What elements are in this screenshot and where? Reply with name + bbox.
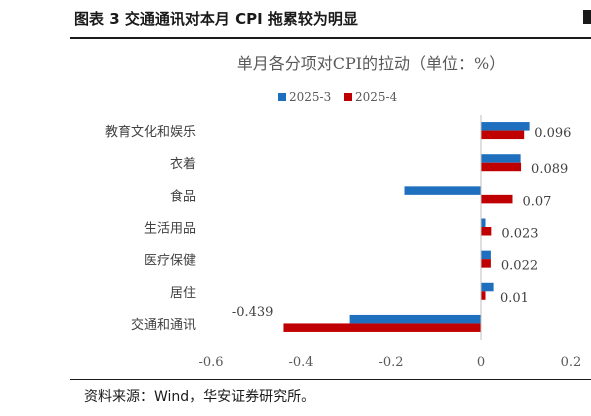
category-label-2: 食品 [170, 188, 196, 204]
legend-swatch-2025-4 [344, 93, 352, 101]
data-label-4: 0.022 [501, 259, 538, 274]
category-label-5: 居住 [170, 286, 196, 301]
legend-label-2025-3: 2025-3 [289, 90, 331, 104]
bar-2025-4-2 [481, 194, 513, 204]
bar-2025-3-2 [404, 186, 481, 195]
bar-marks [283, 122, 530, 332]
bar-2025-4-4 [481, 259, 491, 268]
title-rule [70, 37, 591, 39]
x-tick-4: 0.2 [561, 355, 582, 370]
data-label-1: 0.089 [531, 162, 568, 177]
chart-title: 单月各分项对CPI的拉动（单位：%） [237, 54, 506, 73]
bar-2025-3-3 [481, 218, 486, 227]
bar-2025-3-4 [481, 250, 491, 260]
bar-2025-3-5 [481, 282, 494, 292]
category-label-0: 教育文化和娱乐 [105, 124, 196, 140]
category-label-1: 衣着 [170, 156, 196, 172]
data-labels: 0.096 0.089 0.07 0.023 0.022 0.01 -0.439 [232, 126, 572, 320]
source-note: 资料来源：Wind，华安证券研究所。 [84, 389, 316, 405]
bar-2025-4-6 [283, 323, 481, 332]
data-label-0: 0.096 [534, 126, 571, 141]
category-label-6: 交通和通讯 [131, 317, 196, 333]
x-tick-0: -0.6 [198, 355, 223, 370]
bar-2025-4-5 [481, 291, 486, 300]
category-label-3: 生活用品 [144, 222, 196, 237]
corner-mark [583, 10, 591, 24]
legend-swatch-2025-3 [278, 93, 286, 101]
category-label-4: 医疗保健 [144, 254, 196, 269]
data-label-6: -0.439 [232, 305, 274, 320]
x-tick-1: -0.4 [288, 355, 313, 370]
bar-2025-3-1 [481, 154, 521, 163]
x-tick-2: -0.2 [378, 355, 403, 370]
source-rule [70, 379, 591, 380]
bar-2025-4-3 [481, 227, 492, 236]
data-label-3: 0.023 [501, 227, 538, 242]
data-label-5: 0.01 [500, 291, 529, 306]
bar-2025-3-6 [349, 314, 481, 324]
data-label-2: 0.07 [523, 194, 552, 209]
x-tick-3: 0 [477, 355, 485, 370]
bar-2025-4-0 [481, 130, 525, 140]
bar-2025-3-0 [481, 122, 530, 131]
bar-2025-4-1 [481, 162, 522, 172]
chart-legend: 2025-3 2025-4 [278, 90, 398, 104]
figure-title: 图表 3 交通通讯对本月 CPI 拖累较为明显 [74, 10, 358, 28]
legend-label-2025-4: 2025-4 [355, 90, 398, 104]
x-axis-ticks: -0.6 -0.4 -0.2 0 0.2 [198, 355, 581, 370]
